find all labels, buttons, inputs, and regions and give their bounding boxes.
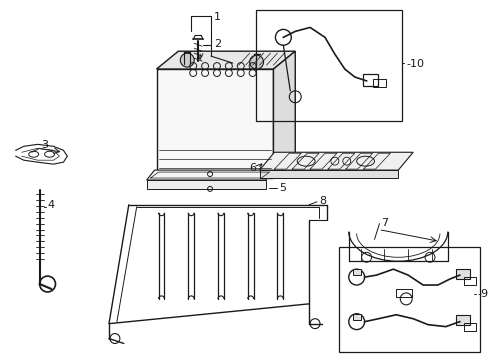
Text: 7: 7 <box>381 218 388 228</box>
Text: 3: 3 <box>41 140 48 150</box>
Polygon shape <box>156 51 295 69</box>
Polygon shape <box>146 170 273 180</box>
Bar <box>352 269 360 275</box>
Bar <box>255 10 402 121</box>
Text: 1: 1 <box>214 12 221 22</box>
Circle shape <box>180 53 194 67</box>
Bar <box>362 74 378 86</box>
Circle shape <box>249 55 263 69</box>
Polygon shape <box>273 51 295 178</box>
Bar <box>372 79 386 87</box>
Bar <box>455 269 468 279</box>
Bar <box>455 315 468 325</box>
Bar <box>395 289 411 297</box>
Text: -9: -9 <box>477 289 488 299</box>
Text: -10: -10 <box>406 59 424 69</box>
Bar <box>259 170 397 178</box>
Text: 5: 5 <box>279 183 286 193</box>
Text: 6: 6 <box>249 163 256 173</box>
Bar <box>338 247 479 352</box>
Text: 4: 4 <box>47 200 55 210</box>
Polygon shape <box>259 152 412 170</box>
Bar <box>463 277 475 285</box>
Bar <box>156 69 273 178</box>
Bar <box>352 314 360 320</box>
Bar <box>463 323 475 330</box>
Text: 2: 2 <box>214 39 221 49</box>
Text: 8: 8 <box>318 196 325 206</box>
Bar <box>146 180 265 189</box>
